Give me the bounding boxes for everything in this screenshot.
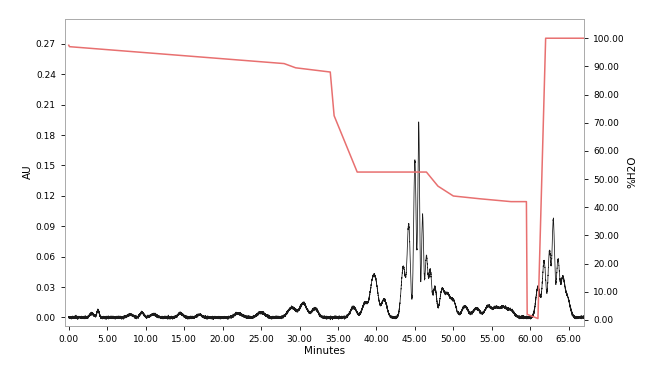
X-axis label: Minutes: Minutes: [304, 346, 345, 356]
Y-axis label: %H2O: %H2O: [628, 156, 637, 188]
Y-axis label: AU: AU: [23, 165, 33, 179]
